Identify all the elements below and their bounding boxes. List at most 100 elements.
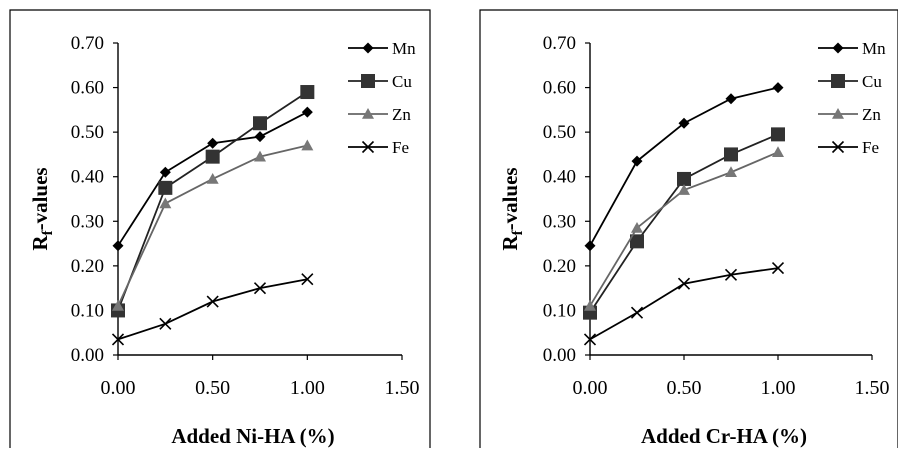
legend-item-fe: Fe [348, 138, 409, 157]
series-line-zn [117, 144, 308, 307]
y-axis-title: Rf-values [28, 167, 56, 250]
data-point-fe [724, 268, 738, 281]
data-point-fe [111, 333, 125, 346]
y-axis-title-subscript: f [40, 229, 56, 235]
data-point-mn [631, 155, 643, 167]
legend-marker [832, 108, 844, 119]
data-point-zn [584, 299, 596, 311]
legend-item-cu: Cu [348, 72, 412, 91]
series-fe [111, 273, 314, 346]
y-tick-label: 0.60 [71, 78, 104, 99]
data-point-cu [677, 171, 691, 186]
data-point-mn [678, 117, 690, 129]
y-axis-title-subscript: f [510, 229, 526, 235]
series-line-cu [589, 133, 779, 314]
x-tick-label: 1.00 [761, 377, 796, 399]
y-axis-title-rest: -values [498, 167, 522, 230]
y-tick-label: 0.70 [543, 33, 576, 54]
legend-item-mn: Mn [348, 39, 416, 58]
data-point-mn [584, 240, 596, 252]
data-point-zn [159, 197, 172, 209]
data-point-zn [725, 166, 737, 178]
panel-frame [9, 9, 431, 448]
y-tick-label: 0.70 [71, 33, 104, 54]
panel-frame [479, 9, 898, 448]
legend-label: Fe [862, 138, 879, 157]
data-point-zn [112, 299, 124, 311]
legend-marker [362, 42, 374, 54]
y-tick-label: 0.00 [71, 345, 104, 366]
y-tick-label: 0.20 [71, 256, 104, 277]
data-point-zn [678, 184, 690, 195]
legend-label: Fe [392, 138, 409, 157]
series-line-mn [589, 86, 779, 247]
y-tick-label: 0.30 [543, 211, 576, 232]
x-axis-title: Added Ni-HA (%) [171, 424, 334, 448]
series-line-fe [589, 267, 779, 341]
legend-label: Mn [862, 39, 886, 58]
legend-marker [361, 140, 375, 154]
legend-label: Mn [392, 39, 416, 58]
data-point-fe [677, 277, 691, 290]
legend-marker [831, 140, 845, 154]
series-mn [112, 106, 313, 252]
data-point-cu [158, 180, 173, 195]
y-tick-label: 0.10 [543, 300, 576, 321]
data-point-cu [771, 127, 785, 142]
data-point-mn [207, 137, 219, 149]
data-point-mn [772, 82, 784, 94]
data-point-cu [724, 147, 738, 162]
series-cu [583, 127, 785, 320]
legend-item-zn: Zn [348, 105, 411, 124]
data-point-fe [301, 273, 314, 286]
data-point-fe [583, 333, 597, 346]
y-tick-label: 0.50 [543, 122, 576, 143]
series-mn [584, 82, 784, 252]
y-tick-label: 0.10 [71, 300, 104, 321]
data-point-cu [205, 149, 220, 164]
legend-marker [832, 42, 844, 54]
series-line-fe [117, 278, 308, 341]
data-point-mn [725, 93, 737, 105]
x-tick-label: 0.00 [101, 377, 136, 399]
chart-panel-1: 0.00 0.10 0.20 0.30 0.40 0.50 0.60 0.70 0.00 0.50… [9, 9, 431, 448]
x-axis-title: Added Cr-HA (%) [641, 424, 807, 448]
y-axis-title-main: R [498, 235, 522, 251]
series-zn [584, 146, 784, 311]
data-point-fe [253, 282, 267, 295]
data-point-fe [630, 306, 644, 319]
data-point-mn [254, 131, 266, 143]
y-axis-title-main: R [28, 235, 52, 251]
legend-marker [361, 74, 375, 88]
x-tick-label: 0.00 [573, 377, 608, 399]
x-tick-label: 1.50 [855, 377, 890, 399]
y-tick-label: 0.40 [71, 167, 104, 188]
data-point-zn [631, 221, 643, 233]
data-point-mn [112, 240, 124, 252]
data-point-zn [301, 139, 314, 151]
y-axis-title-rest: -values [28, 167, 52, 230]
y-tick-label: 0.60 [543, 78, 576, 99]
x-tick-label: 0.50 [667, 377, 702, 399]
y-tick-label: 0.20 [543, 256, 576, 277]
data-point-fe [159, 317, 172, 330]
y-tick-label: 0.30 [71, 211, 104, 232]
data-point-zn [254, 150, 266, 162]
x-tick-label: 1.00 [290, 377, 325, 399]
data-point-cu [253, 116, 267, 131]
y-tick-label: 0.40 [543, 167, 576, 188]
series-zn [112, 139, 314, 311]
legend-item-zn: Zn [818, 105, 881, 124]
data-point-zn [206, 172, 219, 184]
y-axis-title: Rf-values [498, 167, 526, 250]
y-tick-label: 0.50 [71, 122, 104, 143]
chart-panel-2: 0.00 0.10 0.20 0.30 0.40 0.50 0.60 0.70 0.00 0.50… [479, 9, 898, 448]
legend: Mn Cu Zn Fe [818, 39, 886, 157]
series-fe [583, 262, 785, 346]
legend-item-cu: Cu [818, 72, 882, 91]
data-point-fe [771, 262, 785, 275]
legend-label: Zn [862, 105, 881, 124]
legend: Mn Cu Zn Fe [348, 39, 416, 157]
x-tick-label: 1.50 [385, 377, 420, 399]
